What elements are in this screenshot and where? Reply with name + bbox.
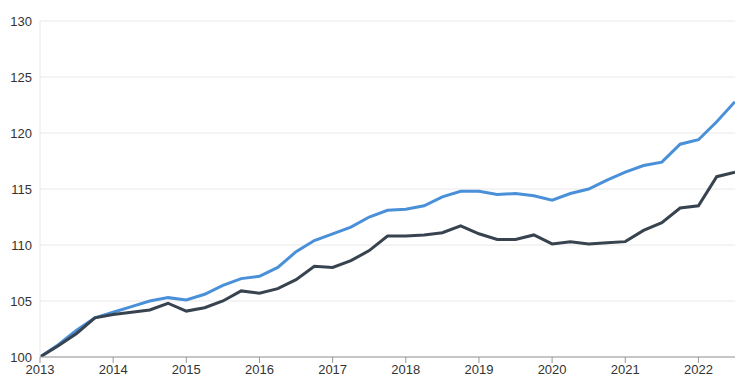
svg-text:2013: 2013 <box>25 362 55 378</box>
svg-text:2016: 2016 <box>245 362 274 377</box>
svg-text:2022: 2022 <box>684 362 713 377</box>
svg-text:2015: 2015 <box>172 362 201 377</box>
svg-text:2014: 2014 <box>99 362 128 377</box>
svg-text:110: 110 <box>11 238 32 253</box>
svg-text:2020: 2020 <box>538 362 567 377</box>
svg-text:2017: 2017 <box>318 362 347 377</box>
svg-text:2019: 2019 <box>464 362 493 377</box>
svg-text:105: 105 <box>10 294 32 309</box>
svg-text:100: 100 <box>10 350 32 365</box>
svg-text:2021: 2021 <box>611 362 640 377</box>
svg-text:125: 125 <box>10 70 32 85</box>
svg-text:115: 115 <box>11 182 32 197</box>
svg-text:2018: 2018 <box>391 362 420 377</box>
svg-text:120: 120 <box>10 126 32 141</box>
svg-text:130: 130 <box>10 14 32 29</box>
